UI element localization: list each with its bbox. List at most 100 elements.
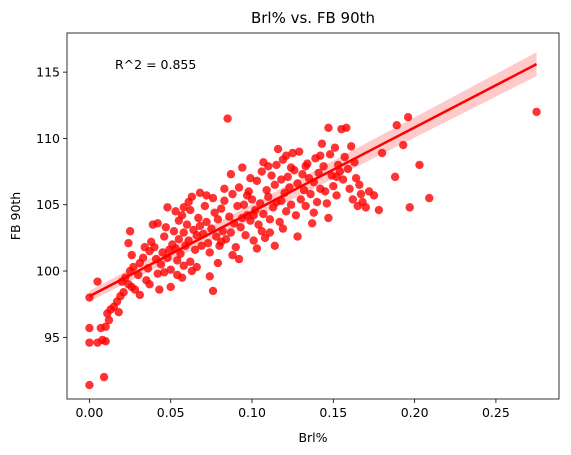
- data-point: [186, 257, 195, 266]
- data-point: [242, 191, 252, 200]
- y-tick-label: 115: [36, 65, 60, 80]
- data-point: [298, 170, 307, 179]
- data-point: [390, 172, 400, 182]
- data-point: [278, 224, 288, 233]
- data-point: [377, 148, 387, 158]
- r-squared-annotation: R^2 = 0.855: [115, 57, 196, 72]
- data-point: [190, 245, 200, 255]
- data-point: [260, 233, 270, 243]
- chart-title: Brl% vs. FB 90th: [251, 9, 375, 27]
- data-point: [176, 249, 185, 258]
- data-point: [220, 196, 229, 205]
- data-point: [194, 213, 203, 223]
- data-point: [325, 150, 335, 159]
- data-point: [125, 227, 135, 236]
- data-point: [265, 228, 275, 237]
- data-point: [369, 191, 379, 200]
- data-point: [293, 179, 302, 188]
- data-point: [532, 107, 541, 117]
- data-point: [332, 172, 341, 182]
- data-point: [294, 147, 304, 156]
- data-point: [150, 242, 159, 252]
- data-point: [270, 241, 279, 251]
- data-point: [286, 200, 296, 209]
- data-point: [361, 203, 371, 212]
- data-point: [283, 172, 292, 182]
- data-point: [171, 207, 180, 216]
- data-point: [277, 175, 286, 184]
- data-point: [281, 207, 291, 216]
- x-axis-ticks: 0.00 0.05 0.10 0.15 0.20 0.25: [76, 399, 510, 420]
- data-point: [99, 372, 109, 382]
- x-tick-label: 0.00: [76, 405, 104, 420]
- plot-area-frame: [66, 32, 560, 400]
- data-point: [234, 183, 244, 192]
- data-point: [101, 337, 110, 346]
- x-tick-label: 0.10: [238, 405, 266, 420]
- data-point: [324, 213, 333, 223]
- data-point: [343, 164, 353, 174]
- data-point: [85, 380, 94, 390]
- data-point: [374, 205, 384, 215]
- data-point: [156, 260, 166, 269]
- data-point: [306, 189, 315, 199]
- data-point: [228, 189, 237, 199]
- data-point: [197, 241, 206, 251]
- data-point: [332, 191, 341, 200]
- data-point: [405, 203, 414, 212]
- data-point: [208, 286, 218, 296]
- data-point: [285, 183, 294, 192]
- data-point: [210, 208, 219, 217]
- data-point: [101, 322, 110, 331]
- data-point: [93, 277, 102, 286]
- data-point: [164, 245, 174, 255]
- data-point: [166, 265, 175, 274]
- data-point: [399, 140, 408, 150]
- data-point: [301, 162, 310, 171]
- data-point: [299, 185, 309, 195]
- data-point: [312, 197, 322, 207]
- x-tick-label: 0.15: [319, 405, 347, 420]
- data-point: [307, 219, 317, 228]
- data-point: [179, 228, 188, 237]
- data-point: [213, 215, 223, 224]
- data-point: [169, 227, 179, 236]
- data-point: [104, 315, 114, 325]
- data-point: [324, 123, 333, 133]
- data-point: [216, 204, 226, 213]
- data-point: [155, 285, 164, 294]
- x-axis-label: Brl%: [298, 430, 327, 445]
- data-point: [203, 238, 213, 248]
- data-point: [173, 270, 182, 280]
- data-point: [225, 212, 234, 221]
- data-point: [257, 167, 266, 176]
- data-point: [317, 139, 327, 148]
- confidence-band-layer: [89, 52, 537, 302]
- data-point: [351, 174, 361, 183]
- y-tick-label: 95: [44, 330, 60, 345]
- data-point: [262, 185, 271, 195]
- data-point: [342, 123, 351, 133]
- data-point: [226, 170, 236, 179]
- x-tick-label: 0.05: [157, 405, 185, 420]
- data-point: [179, 203, 188, 212]
- data-point: [114, 307, 123, 317]
- data-point: [205, 248, 214, 257]
- data-point: [275, 217, 284, 227]
- data-point: [348, 195, 358, 204]
- data-point: [184, 197, 193, 207]
- data-point: [226, 228, 236, 237]
- data-point: [173, 256, 182, 265]
- y-tick-label: 110: [36, 131, 60, 146]
- data-point: [392, 120, 401, 130]
- data-point: [347, 142, 356, 151]
- data-point: [208, 193, 218, 203]
- data-point: [192, 231, 201, 240]
- data-point: [273, 144, 283, 154]
- data-points-layer: [85, 107, 541, 390]
- data-point: [316, 151, 325, 160]
- data-point: [200, 201, 210, 211]
- data-point: [425, 193, 434, 203]
- y-tick-label: 100: [36, 264, 60, 279]
